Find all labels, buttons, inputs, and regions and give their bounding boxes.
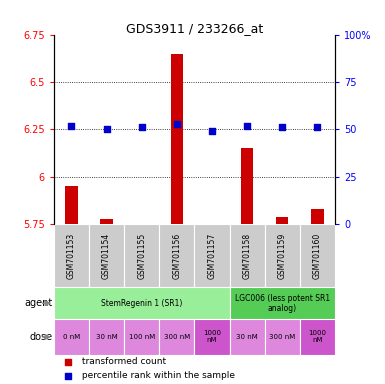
Bar [300,224,335,288]
Text: 0 nM: 0 nM [63,334,80,340]
Bar [300,319,335,355]
Bar [124,319,159,355]
Text: 30 nM: 30 nM [236,334,258,340]
Text: 100 nM: 100 nM [129,334,155,340]
Text: GSM701154: GSM701154 [102,233,111,279]
Text: GSM701155: GSM701155 [137,233,146,279]
Bar [206,224,218,228]
Bar [264,319,300,355]
Bar [229,319,265,355]
Text: 1000
nM: 1000 nM [203,331,221,343]
Bar [159,224,194,288]
Text: agent: agent [24,298,52,308]
Point [244,122,250,129]
Point [69,122,75,129]
Title: GDS3911 / 233266_at: GDS3911 / 233266_at [126,22,263,35]
Bar [65,186,78,224]
Point [139,124,145,131]
Text: StemRegenin 1 (SR1): StemRegenin 1 (SR1) [101,299,182,308]
Bar [89,224,124,288]
Text: GSM701160: GSM701160 [313,233,322,279]
Point [65,359,71,365]
Text: dose: dose [29,332,52,342]
Bar [54,319,89,355]
Text: 1000
nM: 1000 nM [308,331,326,343]
Bar [276,217,288,224]
Point [209,128,215,134]
Bar [159,319,194,355]
Point [65,372,71,379]
Text: transformed count: transformed count [79,358,166,366]
Text: GSM701157: GSM701157 [208,233,216,279]
Bar [241,148,253,224]
Text: 300 nM: 300 nM [164,334,190,340]
Point [104,126,110,132]
Bar [124,224,159,288]
Text: GSM701159: GSM701159 [278,233,287,279]
Text: 300 nM: 300 nM [269,334,295,340]
Bar [171,53,183,224]
Bar [264,224,300,288]
Point [314,124,320,131]
Text: GSM701158: GSM701158 [243,233,252,279]
Bar [89,319,124,355]
Bar [311,209,323,224]
Bar [100,218,113,224]
Bar [194,319,229,355]
Text: 30 nM: 30 nM [96,334,117,340]
Bar [229,288,335,319]
Text: GSM701156: GSM701156 [172,233,181,279]
Text: GSM701153: GSM701153 [67,233,76,279]
Text: LGC006 (less potent SR1
analog): LGC006 (less potent SR1 analog) [235,293,330,313]
Bar [194,224,229,288]
Bar [229,224,265,288]
Point [174,121,180,127]
Text: percentile rank within the sample: percentile rank within the sample [79,371,235,380]
Bar [136,224,148,228]
Point [279,124,285,131]
Bar [54,224,89,288]
Bar [54,288,229,319]
